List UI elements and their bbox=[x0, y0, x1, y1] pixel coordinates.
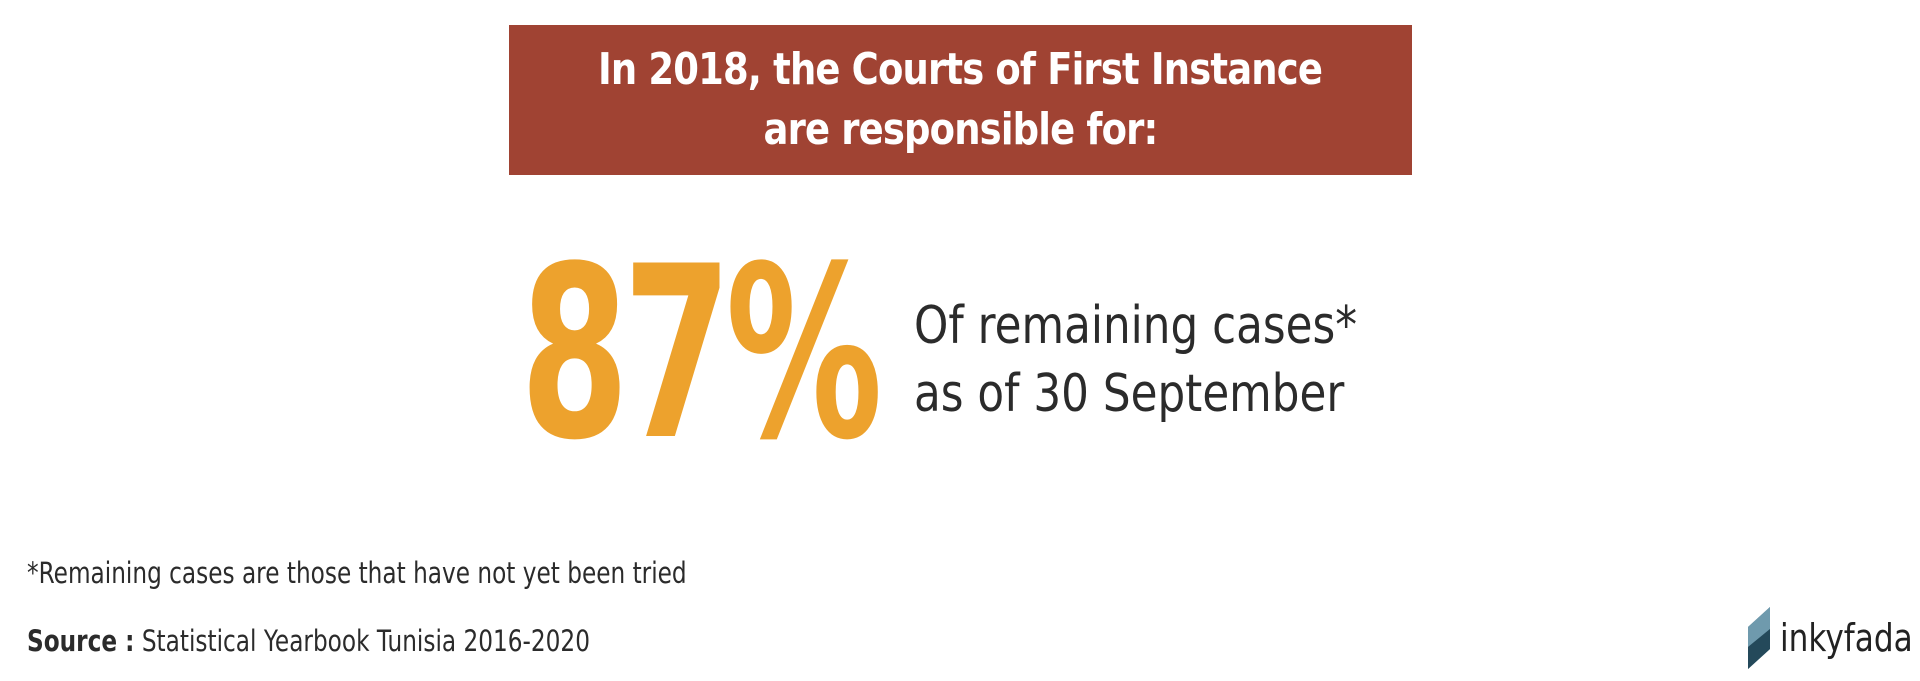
source-line: Source : Statistical Yearbook Tunisia 20… bbox=[27, 621, 590, 661]
inkyfada-logo-icon bbox=[1748, 607, 1770, 669]
stat-value: 87% bbox=[520, 216, 883, 493]
stat-block: 87% bbox=[520, 236, 883, 474]
brand-name: inkyfada bbox=[1780, 616, 1913, 660]
source-text: Statistical Yearbook Tunisia 2016-2020 bbox=[141, 624, 590, 658]
brand: inkyfada bbox=[1748, 604, 1920, 672]
title-banner: In 2018, the Courts of First Instance ar… bbox=[509, 25, 1412, 175]
stat-description: Of remaining cases* as of 30 September bbox=[914, 292, 1442, 428]
source-label: Source : bbox=[27, 624, 135, 658]
stat-description-line-2: as of 30 September bbox=[914, 364, 1345, 424]
title-line-2: are responsible for: bbox=[763, 104, 1159, 155]
stat-description-line-1: Of remaining cases* bbox=[914, 296, 1358, 356]
footnote: *Remaining cases are those that have not… bbox=[27, 556, 687, 590]
title-line-1: In 2018, the Courts of First Instance bbox=[598, 44, 1323, 95]
